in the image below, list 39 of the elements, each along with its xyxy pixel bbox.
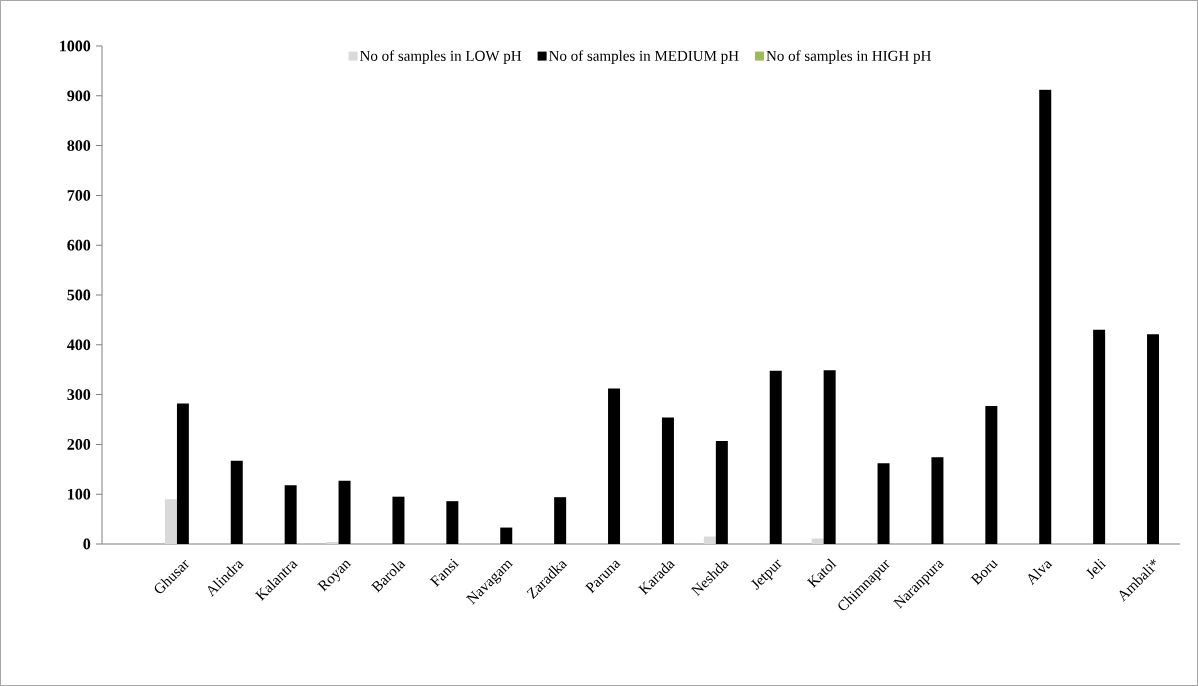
bar	[176, 403, 189, 544]
x-tick-label: Alva	[1028, 561, 1053, 586]
y-tick-label: 600	[67, 239, 91, 251]
legend-label: No of samples in LOW pH	[360, 50, 522, 64]
bar	[1147, 334, 1160, 544]
bar	[811, 538, 824, 544]
bar	[823, 370, 836, 544]
x-tick-label: Jeli	[1086, 559, 1107, 580]
bar	[1039, 89, 1052, 544]
y-tick-label: 900	[67, 90, 91, 102]
bar	[877, 463, 890, 544]
bar	[446, 501, 459, 544]
bar	[164, 499, 177, 544]
y-tick-label: 500	[67, 289, 91, 301]
y-tick-label: 1000	[60, 40, 91, 52]
bar	[769, 370, 782, 544]
bar	[703, 536, 716, 544]
y-tick-label: 100	[68, 488, 91, 500]
bar	[500, 527, 513, 544]
bar	[985, 406, 998, 544]
y-tick-label: 700	[67, 190, 91, 201]
bar	[608, 388, 621, 544]
legend-label: No of samples in MEDIUM pH	[549, 50, 739, 64]
bar	[1093, 329, 1106, 544]
y-tick-label: 0	[83, 538, 91, 550]
bar	[715, 440, 728, 544]
x-tick-label: Boru	[970, 560, 999, 586]
bar	[392, 496, 405, 544]
y-tick-label: 300	[67, 389, 91, 400]
y-tick-label: 800	[67, 140, 91, 151]
bar	[284, 485, 297, 544]
bar	[338, 480, 351, 544]
bar	[931, 457, 944, 544]
bar	[554, 497, 567, 544]
y-tick-label: 400	[67, 339, 91, 351]
y-tick-label: 200	[67, 439, 91, 450]
legend-label: No of samples in HIGH pH	[766, 50, 931, 64]
bar	[230, 460, 243, 544]
bar	[661, 417, 674, 544]
